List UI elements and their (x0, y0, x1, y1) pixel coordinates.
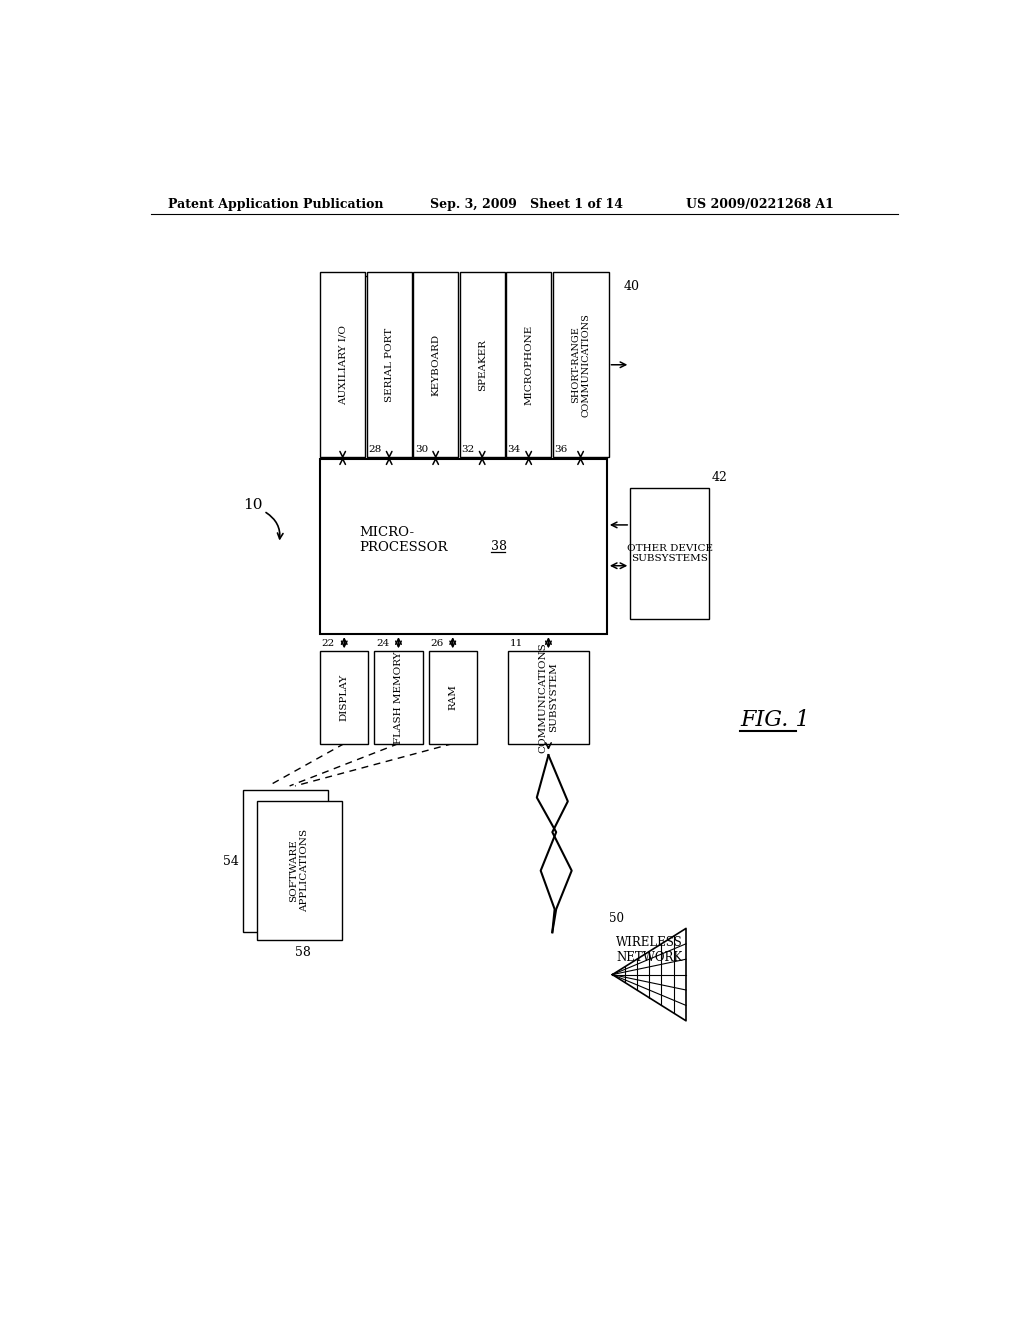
Text: WIRELESS
NETWORK: WIRELESS NETWORK (616, 936, 683, 964)
Text: DISPLAY: DISPLAY (340, 673, 349, 721)
Text: RAM: RAM (449, 685, 458, 710)
Text: 40: 40 (624, 280, 640, 293)
FancyBboxPatch shape (321, 459, 607, 635)
Text: SPEAKER: SPEAKER (477, 339, 486, 391)
Text: MICROPHONE: MICROPHONE (524, 325, 534, 405)
FancyBboxPatch shape (506, 272, 551, 457)
FancyBboxPatch shape (367, 272, 412, 457)
FancyBboxPatch shape (630, 488, 710, 619)
FancyBboxPatch shape (553, 272, 608, 457)
Text: 26: 26 (430, 639, 443, 648)
Text: FLASH MEMORY: FLASH MEMORY (394, 651, 403, 743)
Text: 34: 34 (508, 445, 521, 454)
Text: 28: 28 (369, 445, 382, 454)
Text: OTHER DEVICE
SUBSYSTEMS: OTHER DEVICE SUBSYSTEMS (627, 544, 713, 564)
FancyBboxPatch shape (414, 272, 458, 457)
FancyBboxPatch shape (375, 651, 423, 743)
Text: 22: 22 (322, 639, 335, 648)
Text: MICRO-
PROCESSOR: MICRO- PROCESSOR (359, 527, 447, 554)
Text: 58: 58 (295, 946, 311, 960)
Text: 38: 38 (490, 540, 507, 553)
Text: 42: 42 (712, 471, 727, 484)
Text: COMMUNICATIONS
SUBSYSTEM: COMMUNICATIONS SUBSYSTEM (539, 642, 558, 752)
Text: US 2009/0221268 A1: US 2009/0221268 A1 (686, 198, 834, 211)
Text: FIG. 1: FIG. 1 (740, 709, 810, 731)
Text: Patent Application Publication: Patent Application Publication (168, 198, 384, 211)
Text: 54: 54 (223, 854, 239, 867)
FancyBboxPatch shape (460, 272, 505, 457)
FancyBboxPatch shape (324, 276, 369, 461)
FancyBboxPatch shape (243, 789, 328, 932)
Text: SHORT-RANGE
COMMUNICATIONS: SHORT-RANGE COMMUNICATIONS (571, 313, 590, 417)
FancyBboxPatch shape (257, 801, 342, 940)
Text: OPERATING SYSTEM: OPERATING SYSTEM (281, 803, 290, 919)
Text: SOFTWARE
APPLICATIONS: SOFTWARE APPLICATIONS (290, 829, 309, 912)
Text: SERIAL PORT: SERIAL PORT (385, 327, 393, 401)
FancyBboxPatch shape (321, 272, 366, 457)
Text: 30: 30 (415, 445, 428, 454)
FancyBboxPatch shape (429, 651, 477, 743)
FancyBboxPatch shape (508, 651, 589, 743)
Text: AUXILIARY I/O: AUXILIARY I/O (338, 325, 347, 405)
FancyBboxPatch shape (321, 651, 369, 743)
Text: KEYBOARD: KEYBOARD (431, 334, 440, 396)
Text: Sep. 3, 2009   Sheet 1 of 14: Sep. 3, 2009 Sheet 1 of 14 (430, 198, 624, 211)
Text: 36: 36 (554, 445, 567, 454)
Text: 10: 10 (243, 498, 262, 512)
Text: 11: 11 (509, 639, 522, 648)
Text: 32: 32 (461, 445, 474, 454)
Text: 24: 24 (376, 639, 389, 648)
Text: 50: 50 (608, 912, 624, 924)
